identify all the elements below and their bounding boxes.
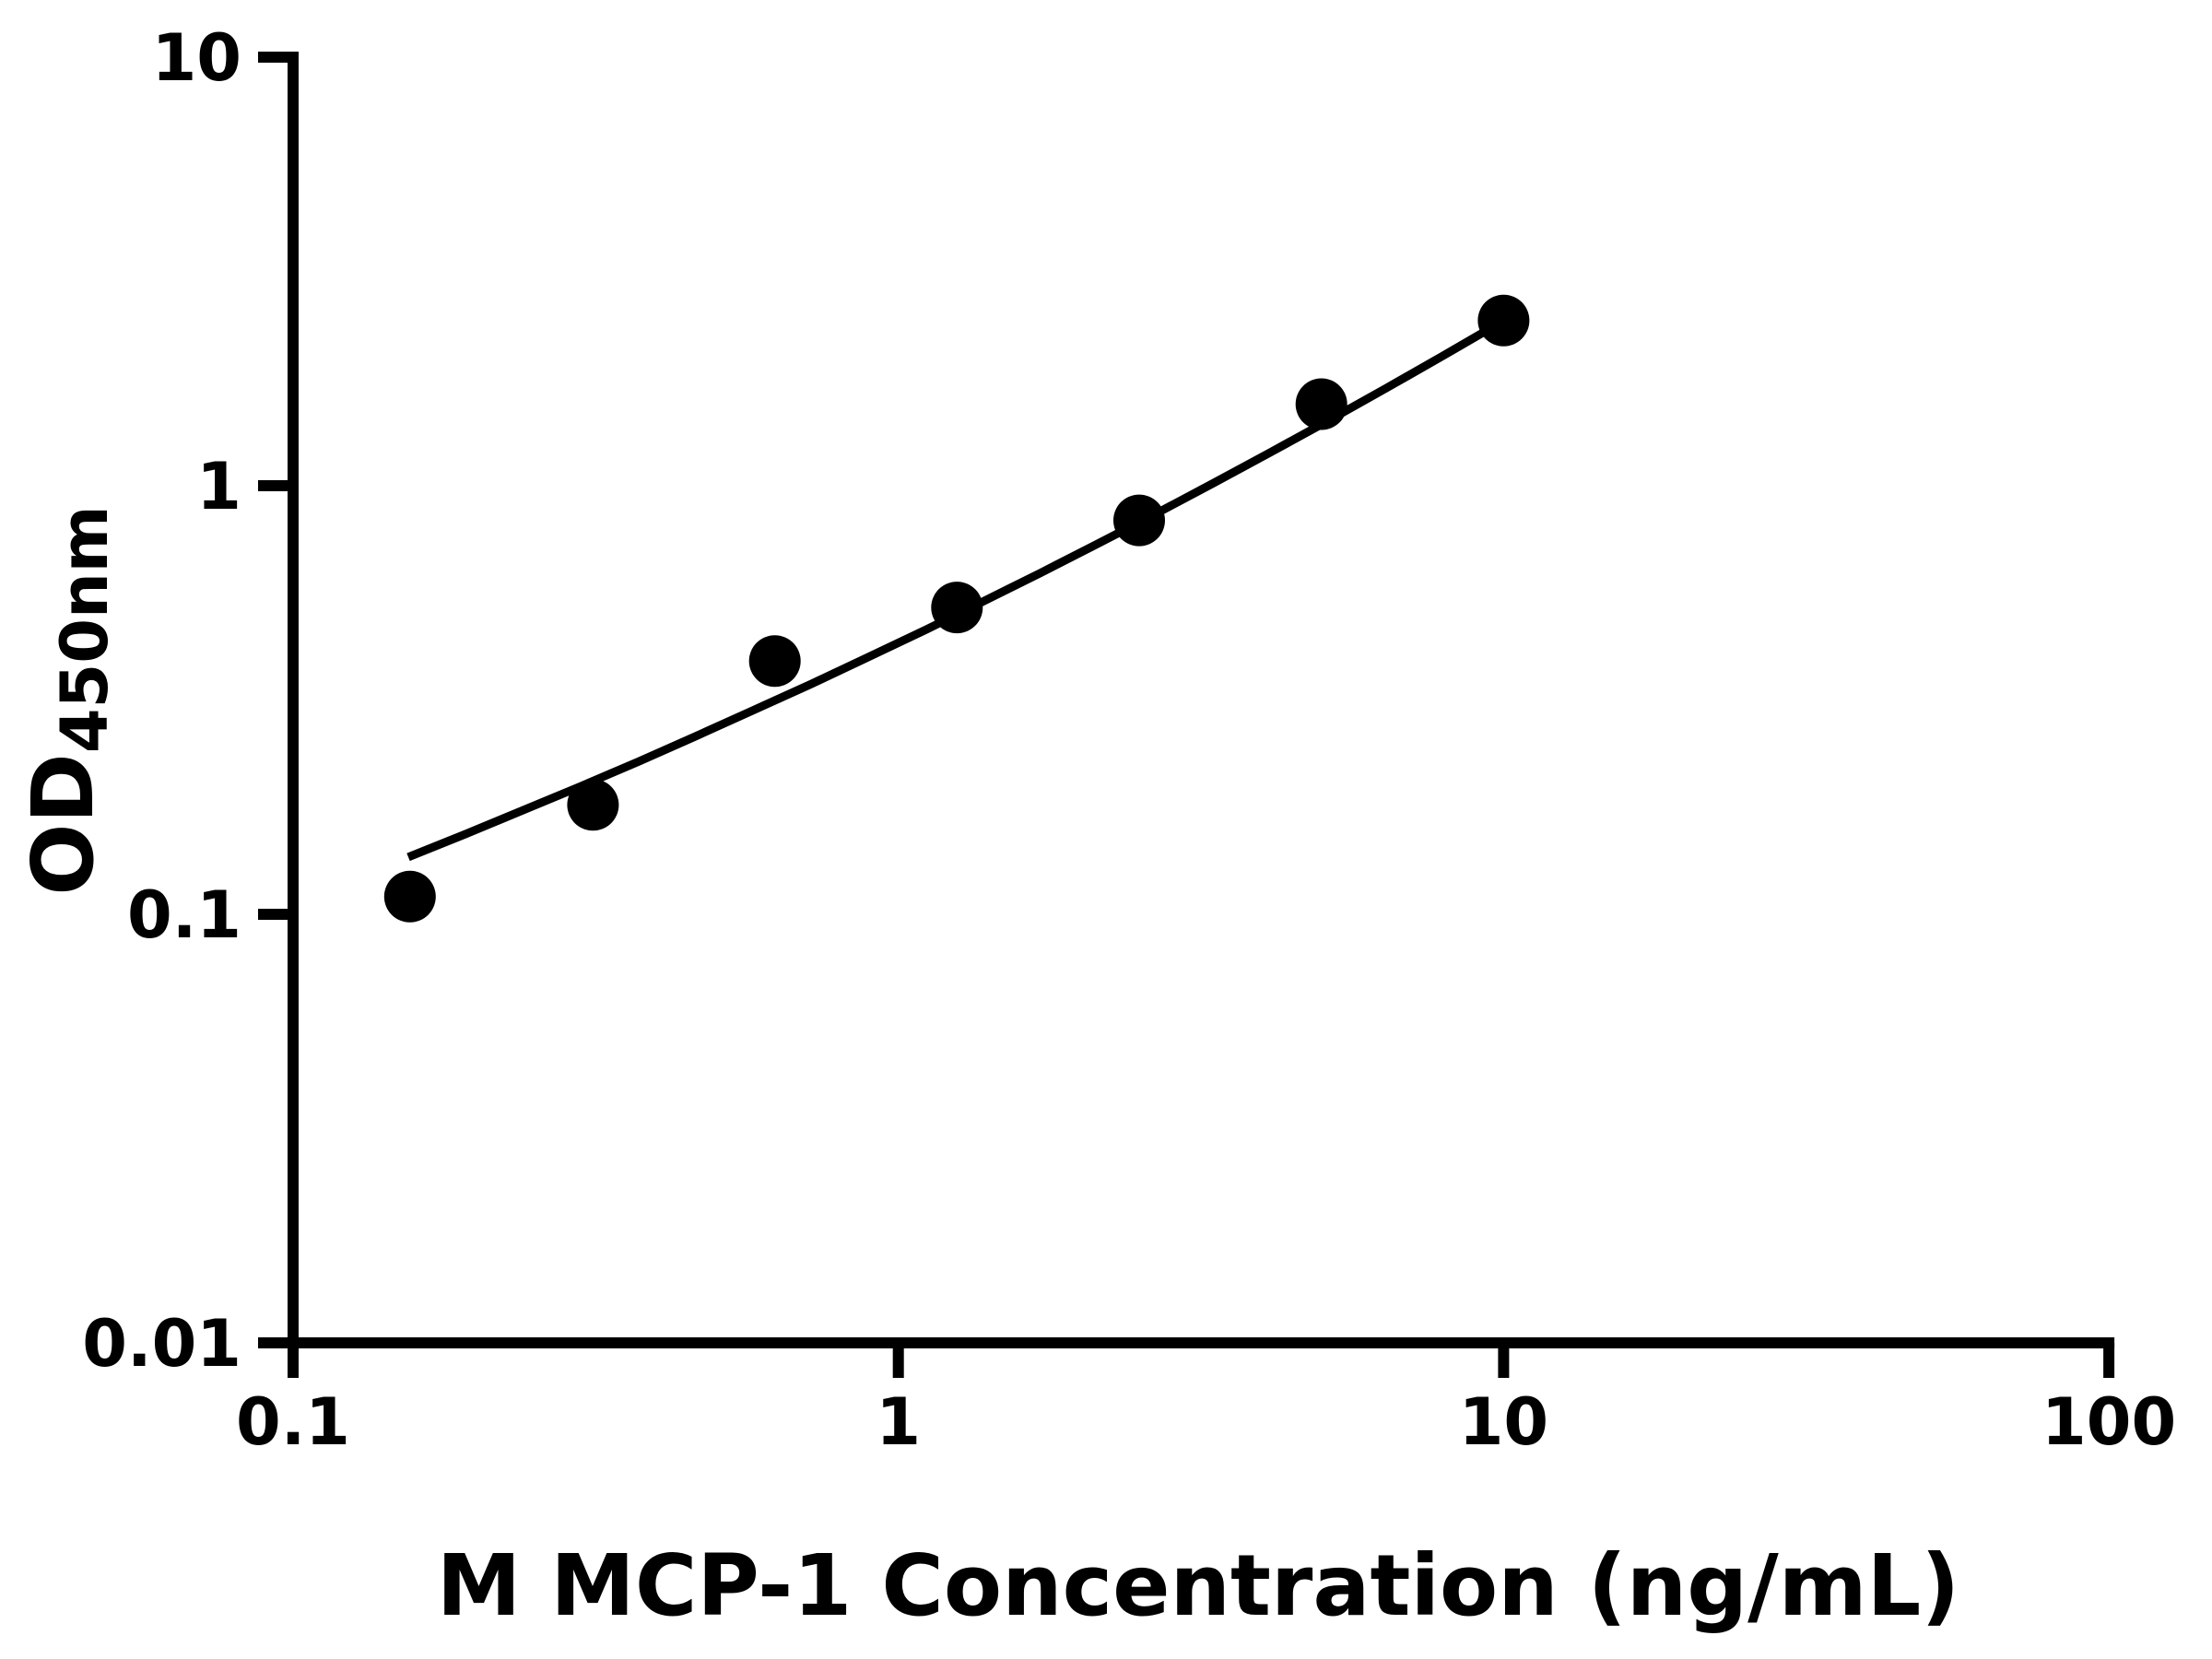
y-tick-label: 0.01: [82, 1306, 241, 1382]
data-point: [1295, 378, 1347, 430]
data-point: [931, 582, 983, 634]
x-tick-label: 10: [1459, 1384, 1548, 1460]
x-tick-label: 100: [2041, 1384, 2176, 1460]
y-axis-title: OD450nm: [14, 505, 123, 895]
data-point: [1113, 494, 1165, 547]
data-point: [748, 635, 801, 688]
y-tick-label: 10: [152, 20, 241, 96]
data-point: [567, 779, 619, 831]
data-point: [383, 870, 436, 923]
data-point: [1477, 294, 1530, 347]
y-axis-title-main: OD: [14, 753, 112, 896]
x-axis-title: M MCP-1 Concentration (ng/mL): [437, 1536, 1960, 1635]
x-tick-label: 0.1: [236, 1384, 350, 1460]
x-tick-label: 1: [876, 1384, 921, 1460]
y-axis-title-subscript: 450nm: [47, 505, 123, 753]
y-tick-label: 0.1: [127, 877, 241, 953]
y-tick-label: 1: [196, 449, 241, 524]
data-points-layer: [383, 294, 1530, 923]
axis-labels-layer: M MCP-1 Concentration (ng/mL) OD450nm: [14, 505, 1959, 1635]
